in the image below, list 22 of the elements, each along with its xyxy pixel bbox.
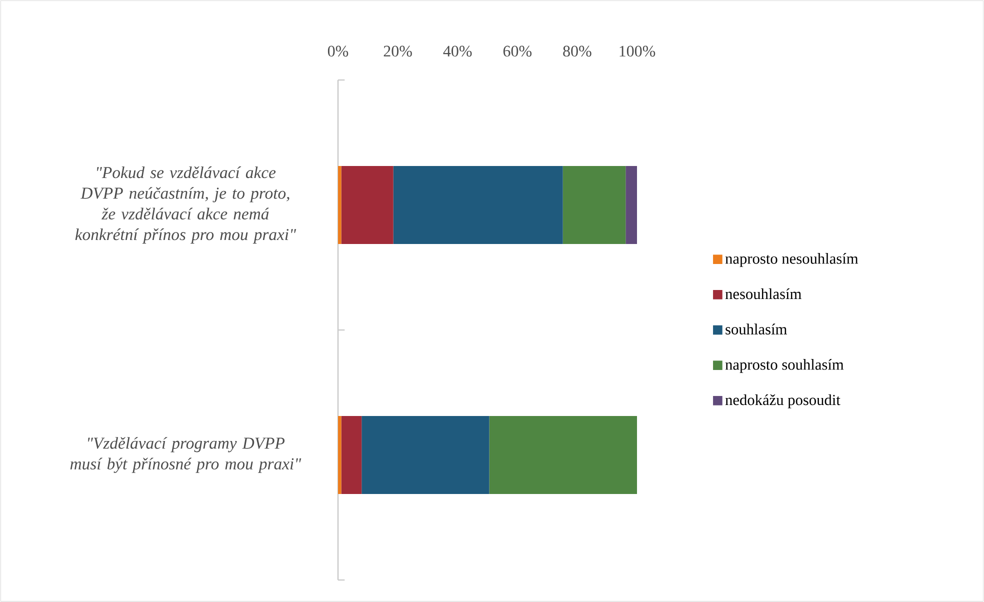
x-tick-label: 20% xyxy=(384,46,412,57)
bar xyxy=(341,166,394,244)
x-tick-label: 60% xyxy=(503,46,532,57)
x-tick-label: 100% xyxy=(620,46,656,57)
y-tick-label: "Vzdělávací programy DVPP musí být přínosné pro mou praxi" xyxy=(70,437,302,473)
bar xyxy=(562,166,626,244)
x-tick-label: 40% xyxy=(443,46,472,57)
bar xyxy=(338,416,342,494)
legend-label: souhlasím xyxy=(726,324,787,334)
legend-label: nedokážu posoudit xyxy=(725,394,840,408)
bar xyxy=(393,166,563,244)
legend-label: naprosto souhlasím xyxy=(725,358,844,373)
bar xyxy=(362,416,490,494)
legend-label: nesouhlasím xyxy=(725,288,802,300)
y-tick-label: "Pokud se vzdělávací akce DVPP neúčastním, je to proto, že vzdělávací akce nemá konkrétní přínos pro mou praxi" xyxy=(75,166,296,244)
bar xyxy=(341,416,362,494)
bar xyxy=(626,166,638,244)
bar xyxy=(338,166,342,244)
bar xyxy=(489,416,638,494)
x-tick-label: 80% xyxy=(563,46,592,57)
legend-label: naprosto nesouhlasím xyxy=(725,253,858,267)
x-tick-label: 0% xyxy=(328,46,348,57)
